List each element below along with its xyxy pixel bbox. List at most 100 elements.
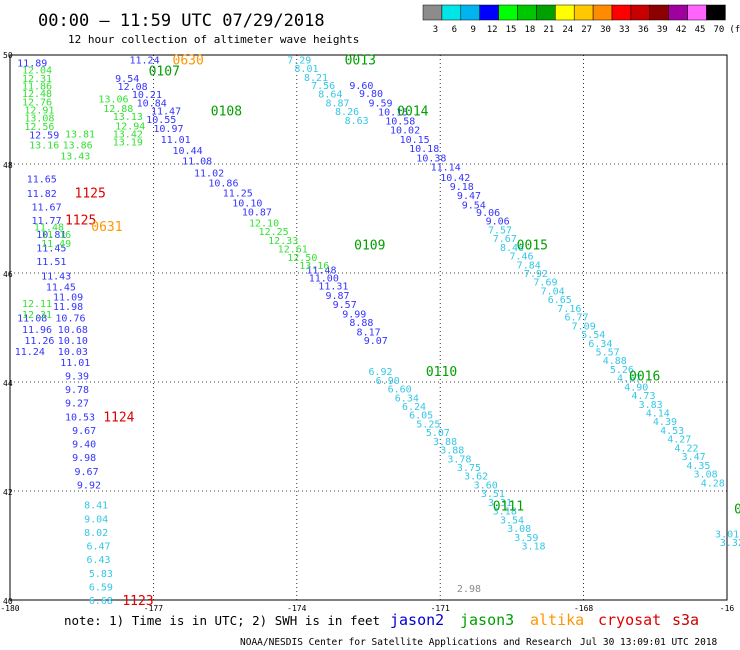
wave-height-value: 11.67 bbox=[32, 203, 62, 214]
wave-height-value: 10.21 bbox=[132, 90, 162, 101]
wave-height-value: 12.31 bbox=[22, 74, 52, 85]
longitude-label: -171 bbox=[431, 604, 450, 613]
wave-height-value: 6.47 bbox=[86, 542, 110, 553]
wave-height-value: 11.25 bbox=[223, 188, 253, 199]
altimeter-tracks: 11.89 12.59 11.65 11.82 11.67 11.77 10.81 11.45… bbox=[15, 55, 740, 607]
wave-height-value: 9.54 bbox=[462, 200, 486, 211]
wave-height-value: 8.01 bbox=[294, 64, 318, 75]
wave-height-value: 11.43 bbox=[41, 272, 71, 283]
wave-height-value: 11.08 bbox=[182, 157, 212, 168]
wave-height-value: 10.58 bbox=[385, 116, 415, 127]
pass-time-label: 1123 bbox=[122, 594, 153, 609]
wave-height-value: 9.78 bbox=[65, 385, 89, 396]
wave-height-value: 3.83 bbox=[639, 400, 663, 411]
wave-height-value: 3.47 bbox=[682, 452, 706, 463]
wave-height-value: 11.01 bbox=[60, 358, 90, 369]
wave-height-value: 11.26 bbox=[24, 336, 54, 347]
wave-height-value: 3.08 bbox=[507, 524, 531, 535]
wave-height-value: 12.33 bbox=[268, 236, 298, 247]
footer-credit: NOAA/NESDIS Center for Satellite Applica… bbox=[240, 637, 572, 648]
wave-height-value: 12.25 bbox=[259, 227, 289, 238]
wave-height-value: 4.53 bbox=[660, 426, 684, 437]
wave-height-value: 7.69 bbox=[533, 278, 557, 289]
wave-height-value: 13.13 bbox=[113, 112, 143, 123]
color-scale-label: 12 bbox=[487, 25, 498, 35]
wave-height-value: 9.99 bbox=[342, 309, 366, 320]
wave-height-value: 7.84 bbox=[517, 260, 541, 271]
wave-height-value: 4.22 bbox=[674, 443, 698, 454]
color-scale-label: 70 bbox=[714, 25, 725, 35]
pass-time-label: 1124 bbox=[103, 410, 134, 425]
color-scale-label: 6 bbox=[452, 25, 457, 35]
pass-time-label: 0111 bbox=[493, 500, 524, 515]
wave-height-value: 9.54 bbox=[115, 74, 139, 85]
latitude-label: 40 bbox=[3, 597, 13, 606]
wave-height-value: 9.39 bbox=[65, 371, 89, 382]
wave-height-value: 13.06 bbox=[98, 95, 128, 106]
wave-height-value: 11.09 bbox=[53, 292, 83, 303]
wave-height-value: 12.04 bbox=[22, 66, 52, 77]
wave-height-value: 5.83 bbox=[89, 569, 113, 580]
wave-height-value: 9.92 bbox=[77, 480, 101, 491]
wave-height-value: 7.67 bbox=[493, 234, 517, 245]
wave-height-value: 13.81 bbox=[65, 129, 95, 140]
wave-height-value: 11.49 bbox=[41, 239, 71, 250]
wave-height-value: 8.21 bbox=[304, 73, 328, 84]
latitude-label: 42 bbox=[3, 488, 13, 497]
wave-height-value: 8.63 bbox=[345, 116, 369, 127]
lat-lon-grid bbox=[10, 55, 727, 600]
wave-height-value: 7.46 bbox=[510, 252, 534, 263]
wave-height-value: 12.50 bbox=[287, 253, 317, 264]
wave-height-value: 5.26 bbox=[610, 365, 634, 376]
latitude-label: 44 bbox=[3, 379, 13, 388]
wave-height-value: 3.59 bbox=[514, 533, 538, 544]
color-scale-label: 45 bbox=[695, 25, 706, 35]
wave-height-value: 6.90 bbox=[376, 376, 400, 387]
wave-height-value: 9.04 bbox=[84, 514, 108, 525]
color-scale-label: 21 bbox=[543, 25, 554, 35]
wave-height-value: 10.10 bbox=[58, 336, 88, 347]
pass-time-label: 0015 bbox=[517, 239, 548, 254]
color-scale-label: 36 bbox=[638, 25, 649, 35]
wave-height-value: 13.19 bbox=[113, 138, 143, 149]
wave-height-value: 12.31 bbox=[22, 310, 52, 321]
wave-height-value: 11.86 bbox=[22, 82, 52, 93]
wave-height-value: 7.16 bbox=[557, 304, 581, 315]
color-swatch bbox=[498, 4, 518, 21]
pass-time-label: 0017 bbox=[734, 502, 740, 517]
wave-height-value: 11.65 bbox=[27, 175, 57, 186]
wave-height-value: 11.51 bbox=[36, 257, 66, 268]
wave-height-value: 11.98 bbox=[53, 302, 83, 313]
map-frame bbox=[9, 54, 728, 601]
pass-time-label: 0107 bbox=[149, 64, 180, 79]
wave-height-value: 10.87 bbox=[242, 207, 272, 218]
color-scale-label: 15 bbox=[506, 25, 517, 35]
wave-height-value: 4.73 bbox=[631, 391, 655, 402]
pass-time-label: 0014 bbox=[397, 105, 428, 120]
wave-height-value: 9.98 bbox=[72, 453, 96, 464]
wave-height-value: 5.07 bbox=[426, 428, 450, 439]
wave-height-value: 3.31 bbox=[488, 498, 512, 509]
pass-time-label: 0109 bbox=[354, 239, 385, 254]
wave-height-value: 10.53 bbox=[65, 412, 95, 423]
color-scale-label: 42 bbox=[676, 25, 687, 35]
wave-height-value: 11.82 bbox=[27, 189, 57, 200]
wave-height-value: 11.96 bbox=[22, 325, 52, 336]
wave-height-value: 4.88 bbox=[603, 356, 627, 367]
wave-height-value: 3.88 bbox=[440, 446, 464, 457]
wave-height-value: 12.76 bbox=[22, 97, 52, 108]
wave-height-value: 5.54 bbox=[581, 330, 605, 341]
wave-height-value: 6.60 bbox=[388, 385, 412, 396]
wave-height-value: 8.41 bbox=[84, 501, 108, 512]
longitude-label: -174 bbox=[287, 604, 306, 613]
wave-height-value: 8.46 bbox=[500, 243, 524, 254]
latitude-labels: 50 48 46 44 42 40 bbox=[3, 51, 13, 606]
wave-height-value: 11.24 bbox=[15, 347, 45, 358]
pass-time-label: 0108 bbox=[211, 105, 242, 120]
wave-height-value: 3.32 bbox=[720, 538, 740, 549]
color-swatch bbox=[573, 4, 594, 21]
pass-time-label: 0110 bbox=[426, 365, 457, 380]
wave-height-value: 4.27 bbox=[667, 435, 691, 446]
wave-height-value: 7.04 bbox=[541, 286, 565, 297]
pass-time-label: 1125 bbox=[75, 186, 106, 201]
